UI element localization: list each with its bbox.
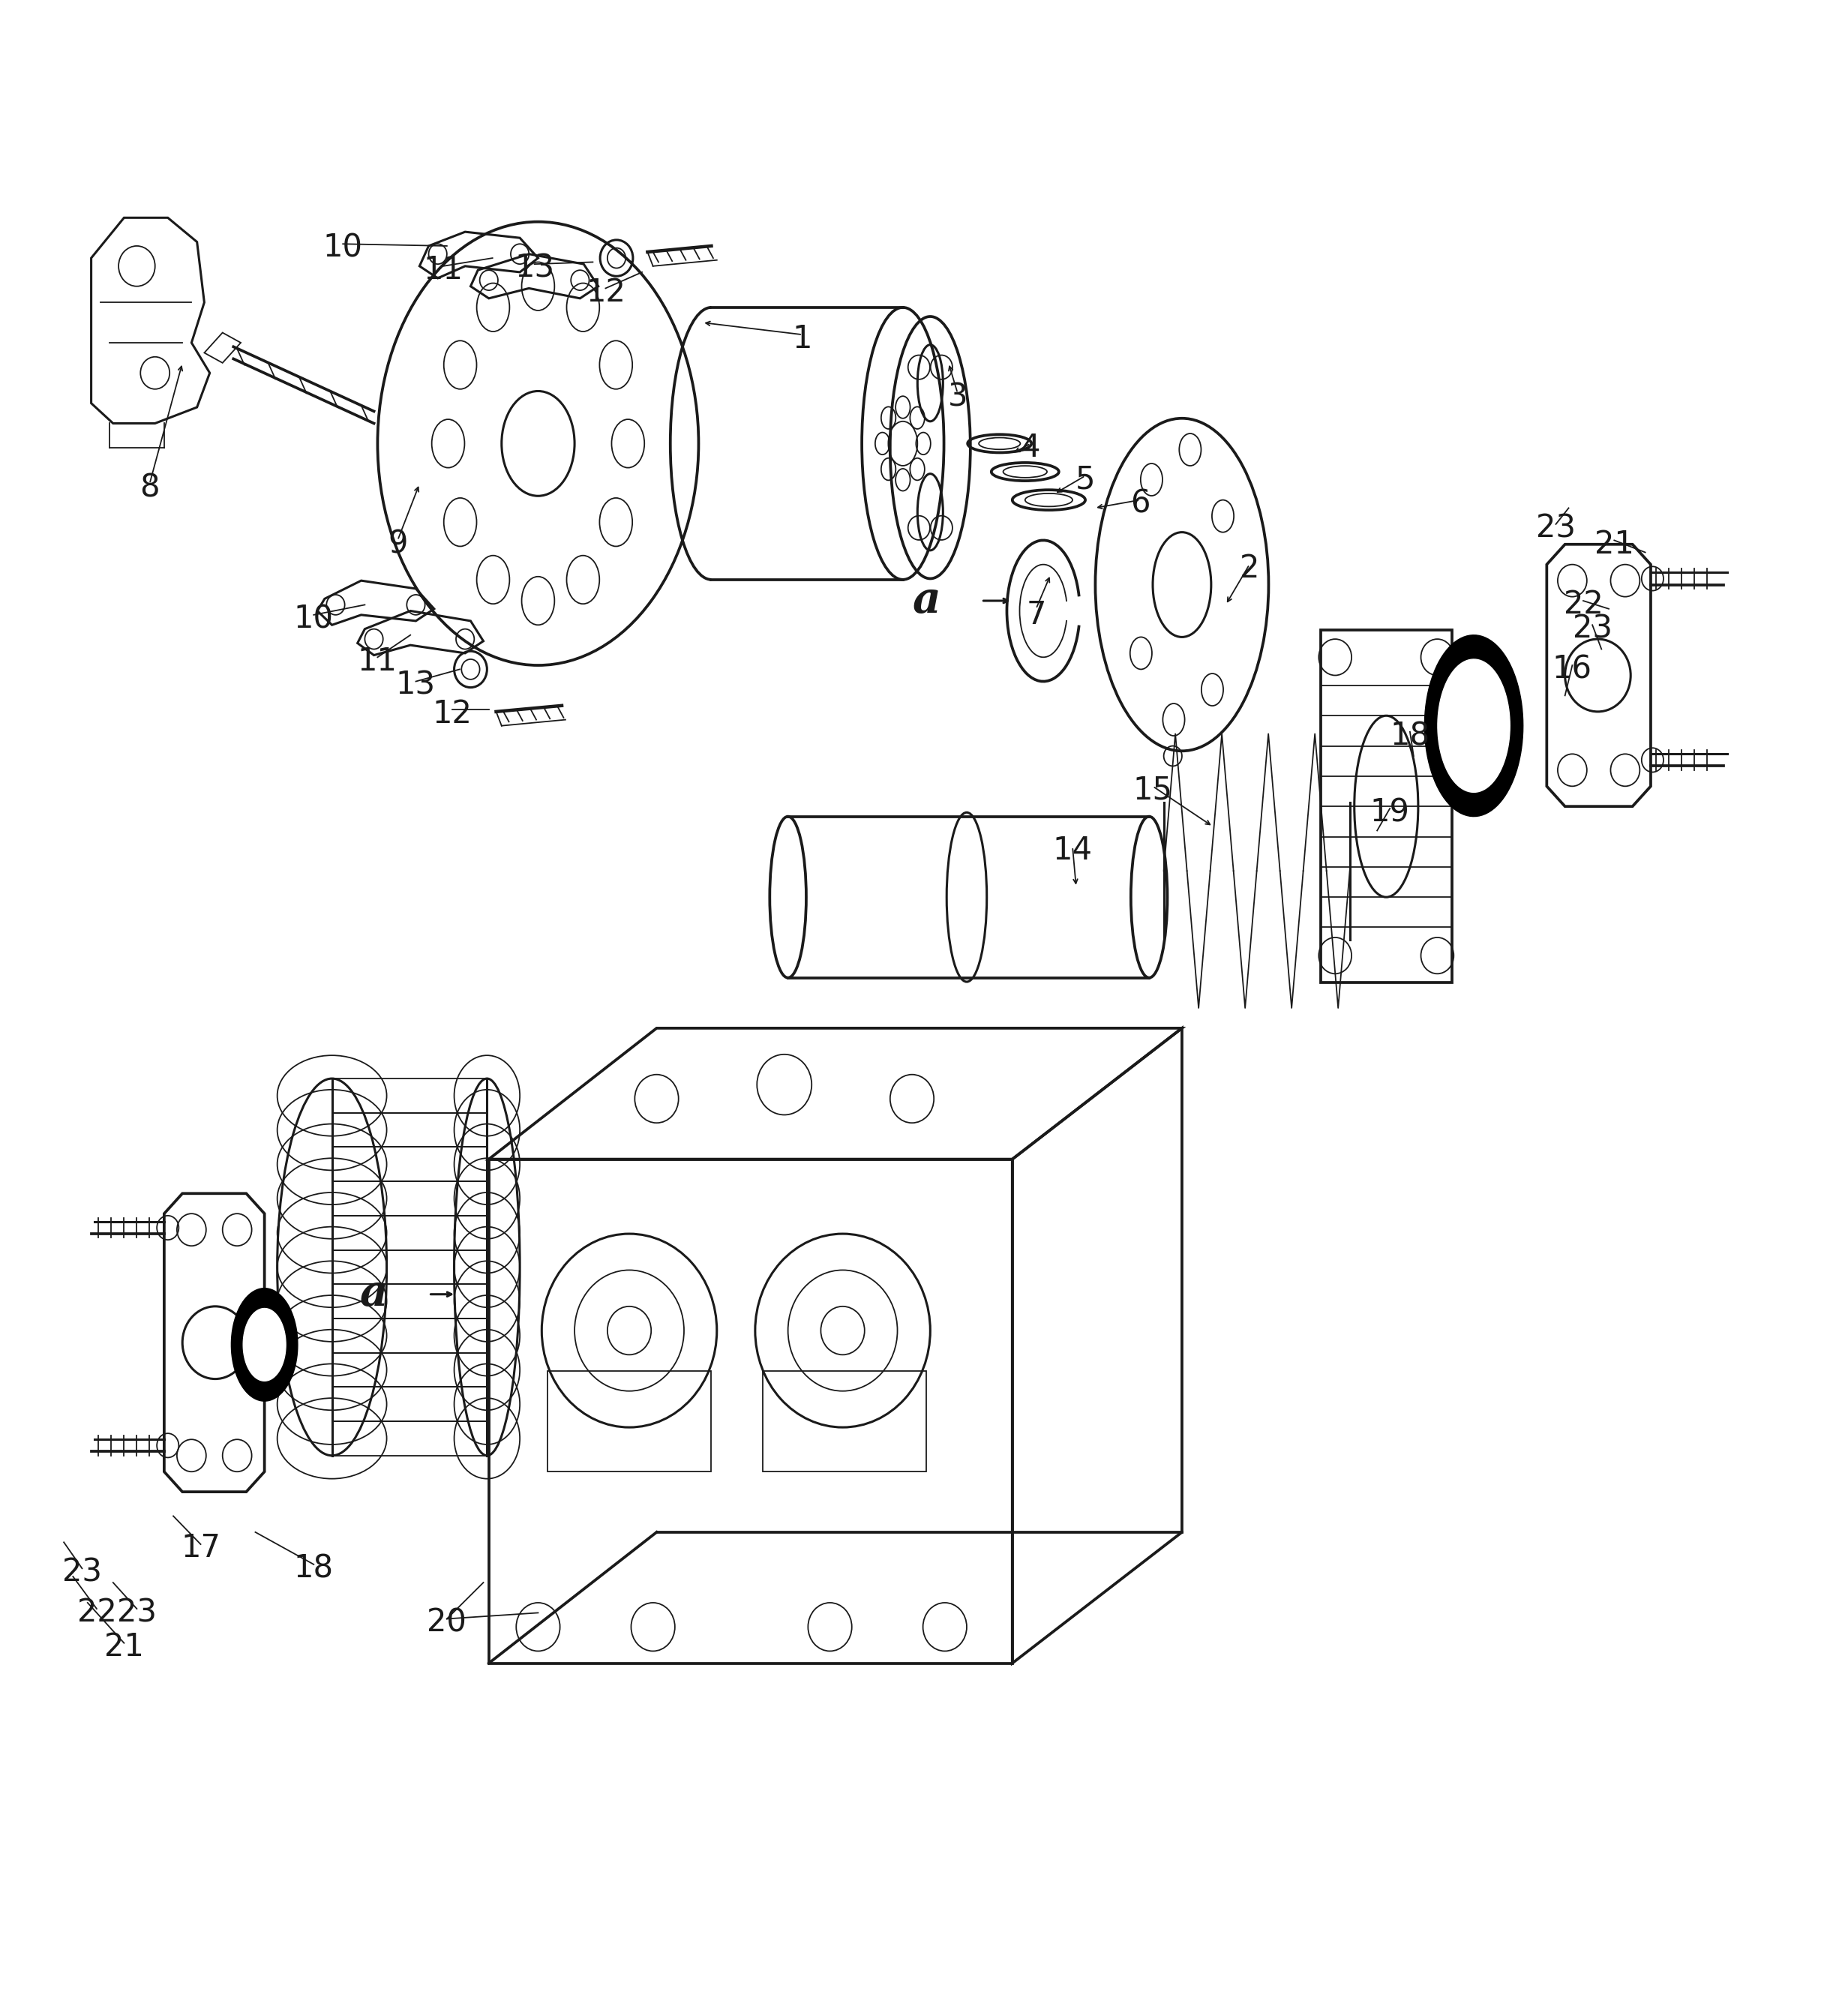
Text: 17: 17 bbox=[181, 1532, 221, 1564]
Text: 10: 10 bbox=[294, 603, 334, 635]
Text: 6: 6 bbox=[1131, 488, 1149, 520]
Text: 15: 15 bbox=[1133, 774, 1173, 806]
Text: 23: 23 bbox=[1572, 613, 1612, 645]
Text: 22: 22 bbox=[77, 1597, 117, 1629]
Text: 21: 21 bbox=[104, 1631, 144, 1663]
Text: 18: 18 bbox=[1390, 720, 1430, 752]
Text: 18: 18 bbox=[294, 1552, 334, 1585]
Text: 11: 11 bbox=[358, 645, 398, 677]
Polygon shape bbox=[1425, 635, 1523, 816]
Text: 23: 23 bbox=[1536, 512, 1576, 544]
Text: 12: 12 bbox=[586, 276, 626, 308]
Text: 23: 23 bbox=[62, 1556, 102, 1589]
Text: 2: 2 bbox=[1240, 552, 1259, 585]
Text: 10: 10 bbox=[323, 232, 363, 264]
Polygon shape bbox=[232, 1288, 297, 1401]
Text: 14: 14 bbox=[1052, 835, 1093, 867]
Text: 7: 7 bbox=[1027, 599, 1045, 631]
Text: 13: 13 bbox=[396, 669, 436, 702]
Text: 19: 19 bbox=[1370, 796, 1410, 829]
Text: 9: 9 bbox=[389, 528, 407, 560]
Text: 1: 1 bbox=[793, 323, 812, 355]
Text: 22: 22 bbox=[1563, 589, 1603, 621]
Text: 4: 4 bbox=[1021, 431, 1040, 464]
Text: 13: 13 bbox=[514, 252, 554, 284]
Text: 23: 23 bbox=[117, 1597, 157, 1629]
Text: 3: 3 bbox=[948, 381, 967, 413]
Text: 5: 5 bbox=[1076, 464, 1094, 496]
Text: 16: 16 bbox=[1552, 653, 1592, 685]
Text: 21: 21 bbox=[1594, 528, 1634, 560]
Polygon shape bbox=[243, 1308, 286, 1381]
Polygon shape bbox=[1437, 659, 1510, 792]
Text: 8: 8 bbox=[140, 472, 159, 504]
Text: a: a bbox=[912, 579, 941, 623]
Text: a: a bbox=[359, 1272, 389, 1316]
Text: 20: 20 bbox=[427, 1607, 467, 1639]
Text: 11: 11 bbox=[423, 254, 463, 286]
Text: 12: 12 bbox=[432, 698, 472, 730]
